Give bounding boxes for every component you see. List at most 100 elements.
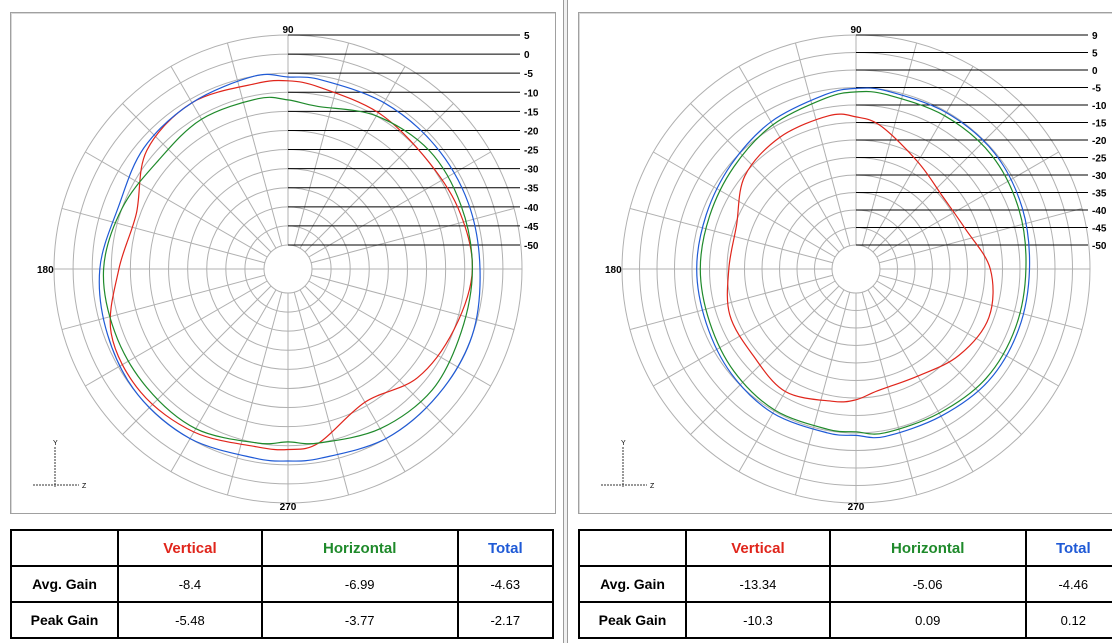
axis-z-label: Z (82, 483, 87, 490)
grid-spoke (311, 274, 515, 331)
row-label: Avg. Gain (10, 565, 119, 603)
polar-grid (53, 34, 523, 504)
grid-spoke (738, 289, 845, 472)
cell-vertical: -5.48 (117, 601, 263, 639)
left-panel: 5 0 -5 -10 -15 -20 -25 -30 -35 -40 -45 -50 90 180 270 Y… (10, 12, 556, 639)
grid-circle (263, 244, 313, 294)
grid-spoke (876, 151, 1059, 258)
axis-z-label: Z (650, 483, 655, 490)
grid-spoke (794, 292, 851, 496)
table-row: Peak Gain -10.3 0.09 0.12 (578, 601, 1112, 639)
grid-spoke (872, 103, 1022, 253)
grid-spoke (85, 280, 268, 387)
grid-spoke (61, 274, 265, 331)
header-vertical: Vertical (117, 529, 263, 567)
axis-y-label: Y (53, 440, 58, 447)
radial-tick-label: -15 (524, 107, 539, 118)
radial-tick-label: -25 (524, 146, 539, 157)
grid-circle (831, 244, 881, 294)
angle-label-90: 90 (282, 25, 294, 36)
radial-tick-label: -45 (524, 222, 539, 233)
grid-spoke (61, 207, 265, 264)
gain-table: Vertical Horizontal Total Avg. Gain -8.4… (10, 529, 555, 639)
table-row: Avg. Gain -13.34 -5.06 -4.46 (578, 565, 1112, 603)
radial-tick-label: -15 (1092, 119, 1107, 130)
table-row: Avg. Gain -8.4 -6.99 -4.63 (10, 565, 555, 603)
grid-spoke (629, 274, 833, 331)
grid-spoke (876, 280, 1059, 387)
radial-tick-label: -35 (1092, 189, 1107, 200)
cell-vertical: -8.4 (117, 565, 263, 603)
polar-plot-frame: 5 0 -5 -10 -15 -20 -25 -30 -35 -40 -45 -50 90 180 270 Y… (10, 12, 556, 514)
header-total: Total (456, 529, 555, 567)
grid-spoke (653, 151, 836, 258)
radial-tick-label: -45 (1092, 224, 1107, 235)
grid-spoke (690, 103, 840, 253)
cell-vertical: -13.34 (685, 565, 831, 603)
grid-spoke (299, 289, 406, 472)
cell-horizontal: 0.09 (828, 601, 1027, 639)
cell-total: 0.12 (1024, 601, 1112, 639)
grid-spoke (872, 285, 1022, 435)
cell-horizontal: -6.99 (260, 565, 459, 603)
cell-horizontal: -5.06 (828, 565, 1027, 603)
grid-spoke (879, 274, 1083, 331)
angle-label-270: 270 (848, 502, 865, 513)
grid-spoke (299, 66, 406, 249)
radial-tick-label: 9 (1092, 31, 1098, 42)
grid-spoke (308, 280, 491, 387)
grid-spoke (311, 207, 515, 264)
grid-spoke (738, 66, 845, 249)
grid-spoke (861, 292, 918, 496)
cell-total: -4.63 (456, 565, 555, 603)
grid-spoke (170, 289, 277, 472)
radial-tick-label: -5 (524, 69, 533, 80)
grid-spoke (85, 151, 268, 258)
angle-label-180: 180 (605, 265, 622, 276)
series-total-line (98, 73, 481, 462)
radial-tick-label: -10 (524, 88, 539, 99)
radial-tick-label: 5 (1092, 49, 1098, 60)
panel-divider[interactable] (563, 0, 568, 643)
right-panel: 9 5 0 -5 -10 -15 -20 -25 -30 -35 -40 -45 -50 90 180 270… (568, 0, 1112, 643)
grid-spoke (794, 42, 851, 246)
grid-spoke (308, 151, 491, 258)
axes-indicator: YZ (33, 440, 87, 490)
series-total-line (696, 87, 1031, 439)
radial-tick-label: 5 (524, 31, 530, 42)
row-label: Peak Gain (578, 601, 687, 639)
radial-tick-label: -50 (1092, 241, 1107, 252)
grid-spoke (293, 292, 350, 496)
axis-y-label: Y (621, 440, 626, 447)
cell-vertical: -10.3 (685, 601, 831, 639)
radial-tick-label: -50 (524, 241, 539, 252)
radial-tick-label: -25 (1092, 154, 1107, 165)
radial-tick-label: 0 (524, 50, 530, 61)
polar-chart: 5 0 -5 -10 -15 -20 -25 -30 -35 -40 -45 -50 90 180 270 Y… (33, 25, 539, 513)
polar-plot-frame: 9 5 0 -5 -10 -15 -20 -25 -30 -35 -40 -45 -50 90 180 270… (578, 12, 1112, 514)
grid-spoke (226, 292, 283, 496)
grid-spoke (170, 66, 277, 249)
table-header-row: Vertical Horizontal Total (578, 529, 1112, 567)
row-label: Peak Gain (10, 601, 119, 639)
cell-total: -2.17 (456, 601, 555, 639)
radial-tick-label: -20 (1092, 136, 1107, 147)
radial-tick-label: 0 (1092, 66, 1098, 77)
radial-tick-label: -40 (1092, 206, 1107, 217)
table-header-row: Vertical Horizontal Total (10, 529, 555, 567)
radial-tick-label: -5 (1092, 84, 1101, 95)
series-horizontal-line (699, 90, 1027, 435)
angle-label-90: 90 (850, 25, 862, 36)
radial-tick-label: -30 (524, 165, 539, 176)
grid-spoke (293, 42, 350, 246)
cell-horizontal: -3.77 (260, 601, 459, 639)
grid-spoke (867, 289, 974, 472)
grid-spoke (122, 285, 272, 435)
series-vertical-line (109, 79, 474, 451)
axes-indicator: YZ (601, 440, 655, 490)
grid-spoke (122, 103, 272, 253)
header-total: Total (1024, 529, 1112, 567)
radial-tick-label: -20 (524, 126, 539, 137)
series-horizontal-line (102, 96, 473, 445)
header-empty (10, 529, 119, 567)
